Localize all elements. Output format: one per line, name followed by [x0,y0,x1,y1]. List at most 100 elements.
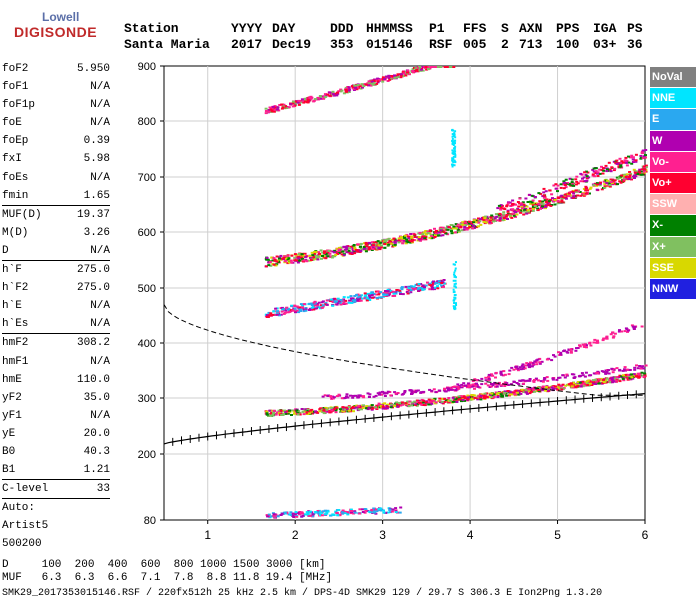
echo-second-hop-spread [508,201,512,204]
echo-second-hop-spread [559,186,563,189]
echo-mid-trace [309,308,313,311]
echo-f2-trace [574,384,578,387]
echo-second-hop-trace [634,170,638,173]
echo-second-hop-spread [497,204,501,207]
echo-mid-trace [329,298,333,301]
echo-mid-trace [360,294,363,297]
echo-second-hop-trace [321,251,325,254]
echo-f2-upper-trace [595,372,599,374]
echo-noise-point [451,157,454,160]
echo-second-hop-trace [522,210,526,213]
echo-noise-point [453,164,456,167]
echo-f2-upper-trace [327,394,331,397]
echo-second-hop-trace [333,255,337,258]
echo-second-hop-trace [388,240,392,243]
echo-mid-trace [267,311,271,314]
echo-f2-upper-trace [394,392,398,395]
param-row-foe: foE N/A [2,114,110,132]
echo-second-hop-trace [484,221,488,224]
echo-second-hop-spread [596,171,600,174]
echo-mid-trace [325,299,329,302]
echo-third-hop-trace [308,96,312,99]
echo-low-trace [341,511,344,514]
echo-second-hop-trace [537,202,541,205]
echo-f2-trace [582,382,586,385]
echo-f2-trace [502,391,506,394]
echo-second-hop-trace [622,178,626,181]
echo-second-hop-spread [594,167,598,170]
echo-f2-upper-trace [410,391,414,394]
echo-low-trace [363,511,367,514]
echo-second-hop-trace [606,179,610,182]
echo-second-hop-spread [612,169,616,172]
echo-third-hop-trace [358,85,362,88]
echo-f2-trace [365,405,369,408]
echo-third-hop-trace [371,80,375,83]
echo-second-hop-trace [320,257,323,260]
echo-second-hop-trace [451,227,455,230]
echo-f2-trace [564,384,568,387]
echo-low-trace [307,514,311,517]
echo-mid-trace [335,300,339,303]
echo-noise-point [454,161,457,164]
echo-f2-upper-trace [337,393,341,396]
echo-f2-trace [618,374,622,377]
echo-second-hop-trace [393,239,397,242]
echo-mid-trace [428,282,432,285]
echo-second-hop-trace [446,228,450,231]
echo-second-hop-spread [584,170,588,173]
echo-f2-trace [451,396,455,399]
echo-low-trace [337,509,341,511]
echo-mid-trace [295,309,299,312]
y-tick-label: 500 [138,283,156,295]
echo-f2-high-trace [508,369,512,372]
param-value: N/A [90,355,110,368]
echo-f2-upper-trace [517,383,521,386]
echo-f2-trace [330,407,334,409]
param-name: hmF2 [2,337,29,350]
echo-second-hop-trace [365,245,369,248]
echo-second-hop-spread [528,200,532,203]
echo-f2-trace [290,409,294,412]
echo-third-hop-trace [278,104,282,106]
echo-f2-trace [466,398,470,401]
echo-third-hop-trace [386,80,390,82]
echo-f2-trace [398,402,401,405]
echo-f2-upper-trace [345,393,349,396]
echo-second-hop-trace [593,182,597,185]
echo-second-hop-trace [514,215,517,218]
echo-f2-upper-trace [385,392,389,395]
echo-f2-trace [305,411,309,414]
echo-f2-upper-trace [515,382,519,384]
echo-f2-trace [466,394,470,397]
echo-third-hop-trace [298,102,302,105]
echo-second-hop-trace [318,254,322,257]
param-row-b1: B1 1.21 [2,461,110,479]
echo-second-hop-trace [421,235,425,238]
echo-second-hop-spread [514,203,518,206]
param-name: foF1 [2,81,29,94]
echo-third-hop-trace [408,73,411,76]
echo-f2-upper-trace [642,367,646,370]
echo-f2-trace [617,376,621,379]
echo-mid-trace [331,301,335,303]
echo-f2-high-trace [640,325,644,328]
echo-f2-upper-trace [509,383,513,386]
echo-third-hop-trace [387,77,391,79]
echo-second-hop-trace [642,171,646,174]
echo-f2-upper-trace [541,380,545,383]
echo-second-hop-trace [450,230,453,233]
echo-f2-trace [377,402,381,405]
echo-mid-trace [369,292,373,295]
param-row-fof2: foF2 5.950 [2,60,110,78]
echo-mid-trace [310,306,314,309]
echo-f2-trace [627,375,631,378]
echo-f2-trace [347,409,351,412]
echo-low-trace [291,512,295,515]
echo-f2-trace [552,387,556,390]
echo-mid-trace [364,296,368,299]
echo-mid-trace [429,284,433,287]
echo-f2-trace [271,413,275,416]
echo-f2-trace [438,400,442,403]
